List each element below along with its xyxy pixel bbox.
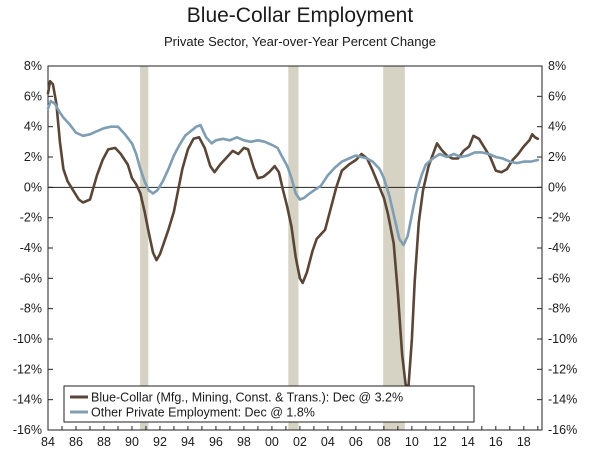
x-tick-label: 08	[377, 435, 391, 449]
x-tick-label: 16	[489, 435, 503, 449]
x-tick-label: 90	[125, 435, 139, 449]
y-tick-label-left: 8%	[24, 59, 42, 73]
y-tick-label-right: 6%	[548, 89, 566, 103]
y-tick-label-left: -4%	[20, 241, 42, 255]
x-tick-label: 92	[153, 435, 167, 449]
y-tick-label-right: 8%	[548, 59, 566, 73]
axes: -16% -16% -14% -14% -12% -12% -10% -10% -8% -8% -6…	[13, 59, 577, 449]
y-tick-label-right: -4%	[548, 241, 570, 255]
x-tick-label: 10	[405, 435, 419, 449]
x-tick-label: 12	[433, 435, 447, 449]
y-tick-label-left: -14%	[13, 393, 42, 407]
legend-label-blue-collar: Blue-Collar (Mfg., Mining, Const. & Tran…	[91, 391, 403, 405]
legend-box	[63, 385, 475, 423]
y-tick-label-left: -12%	[13, 362, 42, 376]
legend-label-other-private: Other Private Employment: Dec @ 1.8%	[91, 406, 315, 420]
y-tick-label-right: -10%	[548, 332, 577, 346]
y-tick-label-right: -14%	[548, 393, 577, 407]
x-tick-label: 94	[181, 435, 195, 449]
y-tick-label-left: -2%	[20, 211, 42, 225]
x-tick-label: 14	[461, 435, 475, 449]
chart-title: Blue-Collar Employment	[186, 4, 414, 27]
y-tick-label-left: -16%	[13, 423, 42, 437]
series-line-blue-collar	[46, 79, 540, 389]
series-lines	[46, 79, 540, 389]
y-tick-label-left: -10%	[13, 332, 42, 346]
y-tick-label-right: 0%	[548, 180, 566, 194]
y-tick-label-right: -16%	[548, 423, 577, 437]
x-tick-label: 06	[349, 435, 363, 449]
y-tick-label-left: 2%	[24, 150, 42, 164]
series-line-other-private	[46, 99, 540, 247]
x-tick-label: 18	[517, 435, 531, 449]
x-tick-label: 98	[237, 435, 251, 449]
y-tick-label-right: -2%	[548, 211, 570, 225]
x-tick-label: 84	[41, 435, 55, 449]
x-tick-label: 00	[265, 435, 279, 449]
y-tick-label-right: 2%	[548, 150, 566, 164]
y-tick-label-right: 4%	[548, 120, 566, 134]
y-tick-label-left: 6%	[24, 89, 42, 103]
y-tick-label-left: 4%	[24, 120, 42, 134]
y-tick-label-left: -6%	[20, 271, 42, 285]
chart-subtitle: Private Sector, Year-over-Year Percent C…	[164, 34, 436, 49]
x-tick-label: 86	[69, 435, 83, 449]
x-tick-label: 04	[321, 435, 335, 449]
x-tick-label: 96	[209, 435, 223, 449]
y-tick-label-left: -8%	[20, 302, 42, 316]
x-tick-label: 02	[293, 435, 307, 449]
x-tick-label: 88	[97, 435, 111, 449]
recession-band	[140, 66, 149, 430]
y-tick-label-right: -6%	[548, 271, 570, 285]
legend: Blue-Collar (Mfg., Mining, Const. & Tran…	[63, 385, 475, 423]
y-tick-label-left: 0%	[24, 180, 42, 194]
recession-bands	[140, 66, 405, 430]
y-tick-label-right: -12%	[548, 362, 577, 376]
y-tick-label-right: -8%	[548, 302, 570, 316]
